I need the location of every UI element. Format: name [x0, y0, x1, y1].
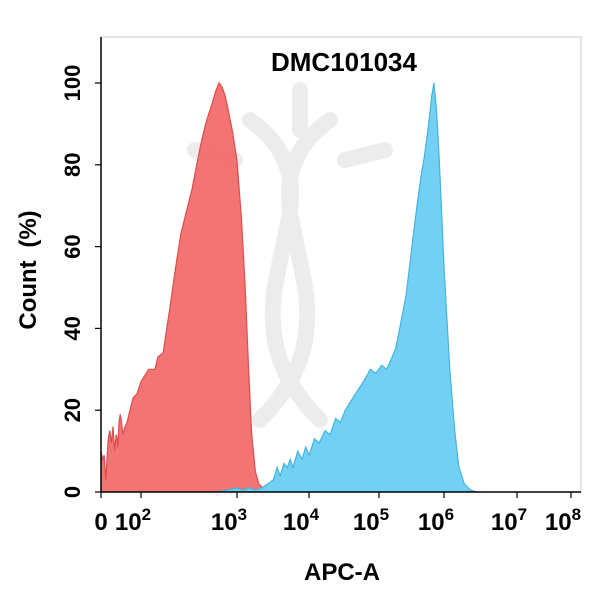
y-axis-title: Count (%) [15, 210, 42, 329]
y-tick-label: 100 [60, 65, 85, 102]
x-tick-label: 0 [94, 509, 107, 536]
y-tick-label: 40 [60, 316, 85, 340]
histogram-area-1 [101, 83, 267, 492]
x-tick-exponent: 8 [572, 505, 581, 524]
x-tick-base: 10 [283, 509, 310, 536]
histogram-series-group [100, 81, 477, 493]
x-tick-exponent: 3 [238, 505, 247, 524]
x-tick-label: 107 [491, 505, 527, 536]
x-tick-label: 105 [353, 505, 389, 536]
x-tick-label: 106 [418, 505, 454, 536]
x-axis-title: APC-A [304, 559, 380, 586]
x-tick-base: 10 [491, 509, 518, 536]
histogram-area-2 [215, 83, 477, 492]
x-tick-base: 10 [211, 509, 238, 536]
histogram-outline-1 [100, 81, 268, 493]
x-tick-base: 10 [353, 509, 380, 536]
x-axis-ticks: 0 102 103 104 105 106 107 108 [94, 492, 581, 536]
x-tick-base: 10 [418, 509, 445, 536]
histogram-outline-2 [215, 82, 477, 493]
y-axis-ticks: 0 20 40 60 80 100 [60, 65, 101, 498]
y-tick-label: 0 [60, 486, 85, 498]
x-tick-exponent: 7 [518, 505, 527, 524]
x-tick-exponent: 2 [142, 505, 151, 524]
x-tick-exponent: 4 [310, 505, 320, 524]
x-tick-exponent: 5 [380, 505, 389, 524]
x-tick-exponent: 6 [445, 505, 454, 524]
x-tick-label: 102 [115, 505, 151, 536]
y-tick-label: 60 [60, 234, 85, 258]
chart-title: DMC101034 [271, 47, 418, 77]
x-tick-label: 103 [211, 505, 247, 536]
y-tick-label: 20 [60, 398, 85, 422]
x-tick-base: 10 [115, 509, 142, 536]
x-tick-base: 10 [545, 509, 572, 536]
x-tick-label: 108 [545, 505, 581, 536]
x-tick-label: 104 [283, 505, 320, 536]
y-tick-label: 80 [60, 153, 85, 177]
